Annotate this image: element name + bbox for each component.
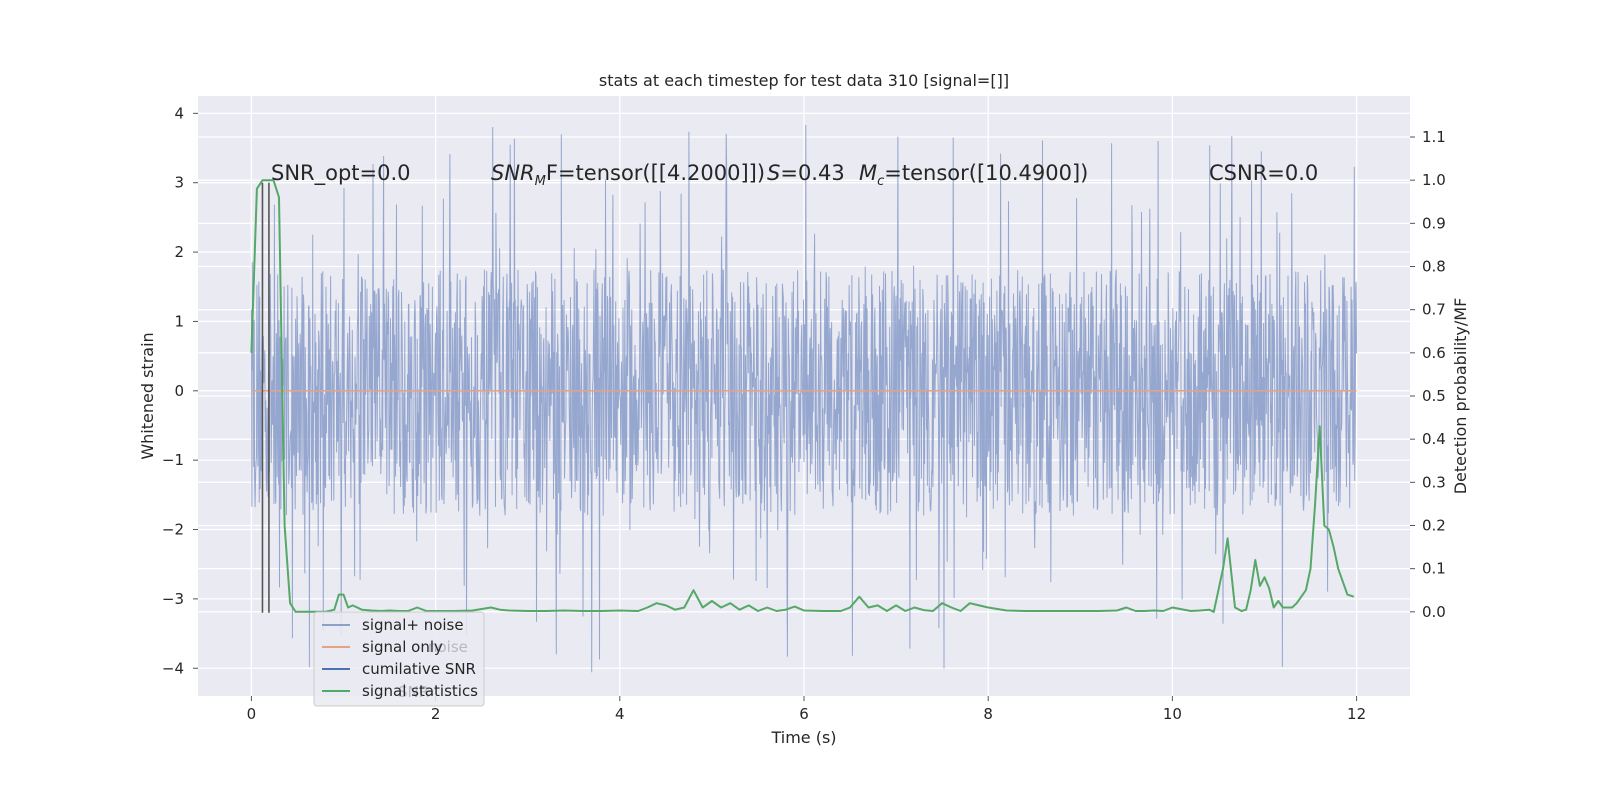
y2-tick-label: 0.0 [1422,603,1446,621]
y2-tick-label: 0.1 [1422,560,1446,578]
cumulative-snr-series [261,182,270,613]
y-axis-label: Whitened strain [138,332,157,459]
y2-tick-label: 0.2 [1422,516,1446,534]
y-tick-label: 2 [174,243,184,261]
y2-tick-label: 1.0 [1422,171,1446,189]
s-annotation: S=0.43 [767,161,845,185]
x-axis-ticks: 0 2 4 6 8 10 12 [247,696,1366,723]
s-value: =0.43 [780,161,844,185]
x-tick-label: 10 [1163,705,1182,723]
y-axis-ticks: 4 3 2 1 0 −1 −2 −3 −4 [162,104,198,677]
y-tick-label: 0 [174,382,184,400]
legend-label: cumilative SNR [362,660,476,678]
snr-opt-annotation: SNR_opt=0.0 [271,161,411,186]
y-tick-label: 3 [174,174,184,192]
mc-subscript: c [877,174,884,189]
signal-statistics-line [250,179,1355,613]
snr-mf-subscript: M [535,174,546,189]
csnr-annotation: CSNR=0.0 [1209,161,1318,185]
y2-tick-label: 0.7 [1422,301,1446,319]
x-tick-label: 4 [615,705,625,723]
mc-value: =tensor([10.4900]) [884,161,1088,185]
y2-tick-label: 0.6 [1422,344,1446,362]
snr-mf-prefix: SNR [491,161,535,185]
signal-statistics-series [250,179,1355,613]
legend: noise SNR signal+ noise signal only cumila… [313,611,485,707]
y-tick-label: −4 [162,659,184,677]
y-tick-label: −2 [162,521,184,539]
snr-mf-annotation: SNRMF=tensor([[4.2000]]) [491,161,765,189]
legend-items: signal+ noise signal only cumilative SNR si… [322,616,478,700]
y2-tick-label: 0.9 [1422,214,1446,232]
x-axis-label: Time (s) [770,728,836,747]
legend-box [313,611,485,707]
legend-label: signal+ noise [362,616,464,634]
legend-ghost-text-1: noise [428,638,468,656]
mc-prefix: M [859,161,877,185]
legend-ghost-text-2: SNR [398,683,429,701]
y-tick-label: 4 [174,104,184,122]
y2-tick-label: 0.3 [1422,473,1446,491]
mc-annotation: Mc=tensor([10.4900]) [859,161,1088,189]
y2-tick-label: 1.1 [1422,128,1446,146]
y2-axis-label: Detection probability/MF [1451,298,1470,495]
x-tick-label: 0 [247,705,257,723]
y-tick-label: −1 [162,451,184,469]
snr-mf-suffix: F=tensor([[4.2000]]) [546,161,765,185]
x-tick-label: 6 [799,705,809,723]
s-prefix: S [767,161,780,185]
x-tick-label: 2 [431,705,441,723]
y2-tick-label: 0.5 [1422,387,1446,405]
y-tick-label: −3 [162,590,184,608]
signal-noise-line [250,124,1358,673]
y2-tick-label: 0.4 [1422,430,1446,448]
x-tick-label: 12 [1347,705,1366,723]
x-tick-label: 8 [983,705,993,723]
y-tick-label: 1 [174,312,184,330]
chart-title: stats at each timestep for test data 310… [599,71,1009,90]
legend-label: signal only [362,638,443,656]
signal-noise-series [250,124,1358,673]
legend-label: signal statistics [362,682,478,700]
y2-tick-label: 0.8 [1422,258,1446,276]
y2-axis-ticks: 1.1 1.0 0.9 0.8 0.7 0.6 0.5 0.4 0.3 0.2 0.1 0.0 [1410,128,1446,621]
